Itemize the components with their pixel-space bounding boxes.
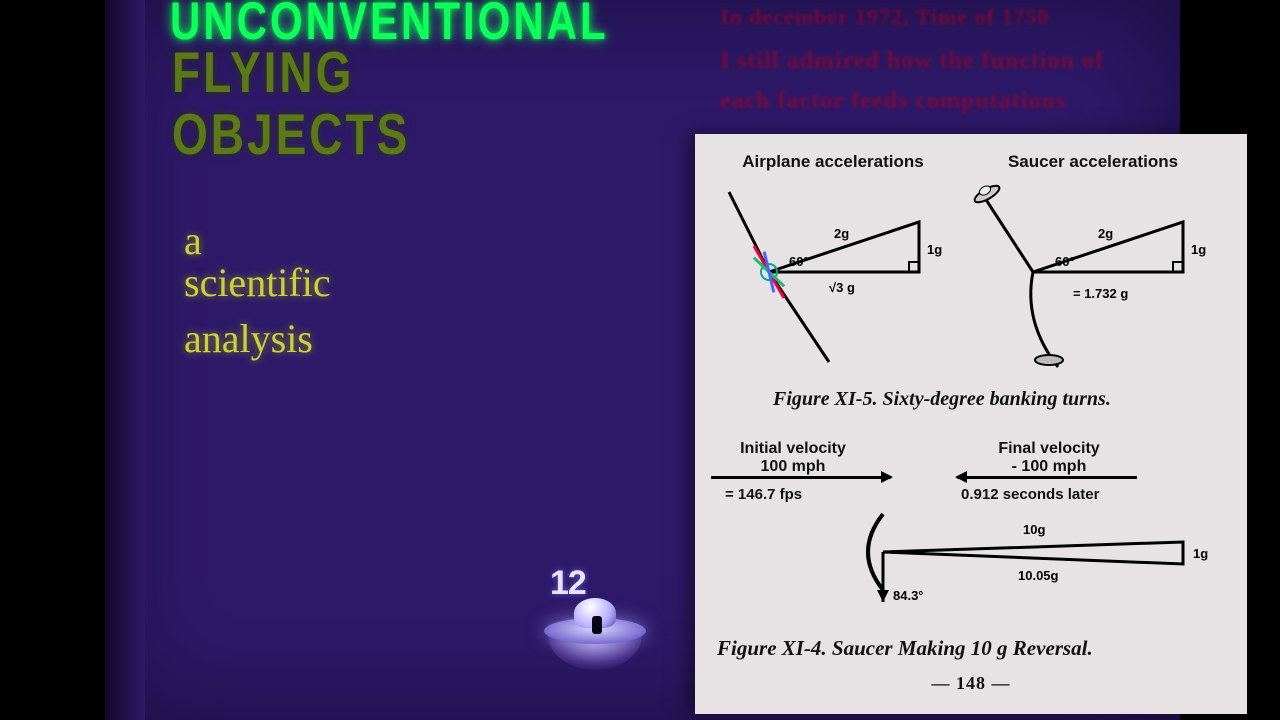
presentation-frame: UNCONVENTIONAL FLYING OBJECTS a scientif…	[0, 0, 1280, 720]
final-velocity-title: Final velocity	[998, 440, 1099, 457]
label-1g-rev: 1g	[1193, 546, 1208, 561]
cover-subtitle-line3: analysis	[184, 314, 313, 364]
label-1g-left: 1g	[927, 242, 942, 257]
initial-velocity-arrow	[711, 476, 891, 479]
label-root3g: √3 g	[829, 280, 855, 295]
label-2g-left: 2g	[834, 226, 849, 241]
initial-velocity-value: 100 mph	[761, 458, 826, 475]
ufo-graphic: 12	[520, 560, 670, 670]
ufo-figure-icon	[592, 616, 602, 634]
page-number: — 148 —	[703, 673, 1239, 694]
label-60deg-right: 60°	[1055, 254, 1075, 269]
initial-velocity-title: Initial velocity	[740, 440, 846, 457]
caption-block: In december 1972, Time of 1750 I still a…	[720, 4, 1150, 124]
label-1p732g: = 1.732 g	[1073, 286, 1128, 301]
final-velocity-block: Final velocity - 100 mph	[949, 440, 1149, 476]
cover-title-line3: OBJECTS	[172, 104, 410, 164]
ufo-number: 12	[550, 564, 586, 603]
label-angle: 84.3°	[893, 588, 924, 603]
label-10g: 10g	[1023, 522, 1045, 537]
label-60deg-left: 60°	[789, 254, 809, 269]
banking-diagram-airplane: 2g 1g √3 g 60°	[709, 192, 959, 382]
figure-xi4-caption: Figure XI-4. Saucer Making 10 g Reversal…	[717, 636, 1093, 661]
header-airplane: Airplane accelerations	[733, 152, 933, 172]
final-velocity-arrow	[957, 476, 1137, 479]
header-saucer: Saucer accelerations	[993, 152, 1193, 172]
label-2g-right: 2g	[1098, 226, 1113, 241]
figure-xi5-caption: Figure XI-5. Sixty-degree banking turns.	[773, 388, 1111, 411]
label-1g-right: 1g	[1191, 242, 1206, 257]
initial-velocity-block: Initial velocity 100 mph	[693, 440, 893, 476]
caption-line1: In december 1972, Time of 1750	[720, 4, 1049, 30]
cover-subtitle-line2: scientific	[184, 258, 331, 308]
label-1005g: 10.05g	[1018, 568, 1059, 583]
banking-diagram-saucer: 2g 1g = 1.732 g 60°	[963, 192, 1213, 382]
caption-line3: each factor feeds computations	[720, 88, 1066, 115]
cover-title-line2: FLYING	[172, 42, 354, 102]
caption-line2: I still admired how the function of	[720, 48, 1104, 75]
final-velocity-value: - 100 mph	[1012, 458, 1087, 475]
reversal-diagram: Initial velocity 100 mph Final velocity …	[703, 440, 1239, 700]
figure-page: Airplane accelerations Saucer accelerati…	[695, 134, 1247, 714]
